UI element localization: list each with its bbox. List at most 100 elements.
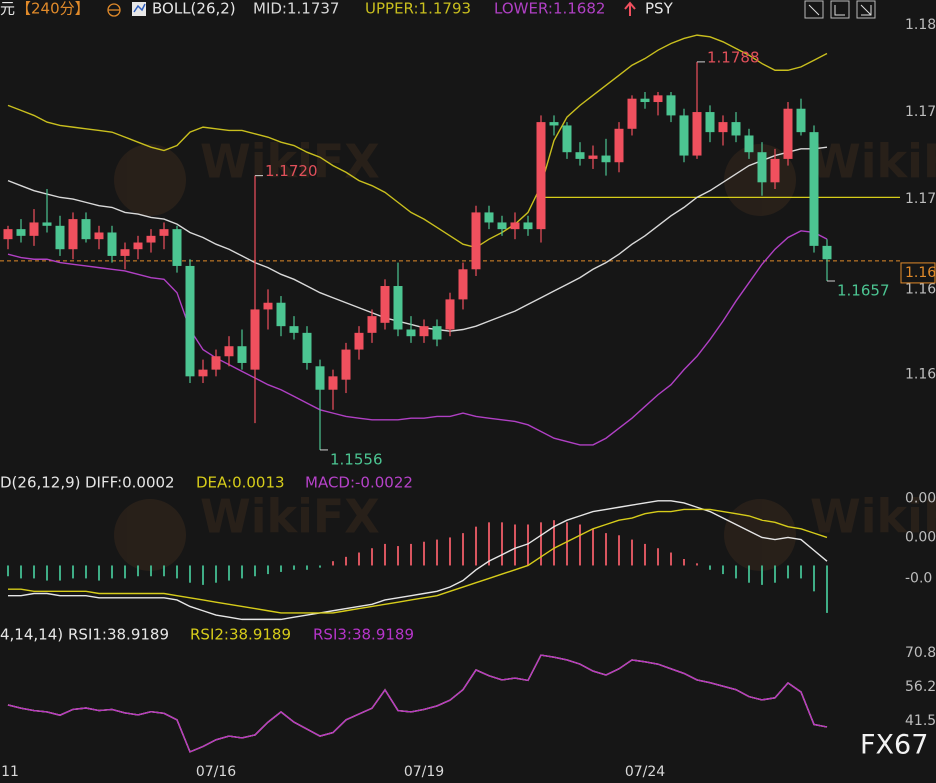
macd-bar <box>761 565 763 585</box>
candle-body <box>458 269 468 300</box>
candle-body <box>107 232 117 256</box>
indicator-line <box>7 146 828 332</box>
macd-bar <box>267 565 269 575</box>
macd-bar <box>384 543 386 566</box>
psy-icon[interactable] <box>624 1 636 16</box>
candle-body <box>3 229 13 240</box>
x-tick-label: 11 <box>1 764 19 780</box>
candle-body <box>653 95 663 103</box>
watermark-logo <box>724 499 796 571</box>
candle-body <box>562 125 572 153</box>
macd-bar <box>657 548 659 566</box>
macd-bar <box>683 559 685 566</box>
annotation: 1.1720 <box>265 162 318 180</box>
macd-bar <box>85 565 87 579</box>
macd-bar <box>7 565 9 577</box>
macd-bar <box>618 535 620 566</box>
y-tick-label: 0.00 <box>905 529 936 545</box>
macd-bar <box>527 524 529 566</box>
candle-body <box>276 302 286 327</box>
macd-bar <box>189 565 191 583</box>
candle-body <box>81 219 91 240</box>
candle-body <box>718 122 728 133</box>
macd-bar <box>423 541 425 566</box>
macd-bar <box>787 565 789 579</box>
x-tick-label: 07/19 <box>404 764 444 780</box>
candle-body <box>679 115 689 156</box>
candle-body <box>575 152 585 159</box>
candle-body <box>783 108 793 159</box>
y-tick-label: 1.17 <box>905 104 936 120</box>
candle-body <box>315 366 325 390</box>
indicator-line <box>7 34 828 249</box>
candle-body <box>172 229 182 266</box>
candle-body <box>16 229 26 236</box>
y-tick-label: 1.18 <box>905 17 936 33</box>
legend-lower: LOWER:1.1682 <box>494 0 605 18</box>
y-tick-label: 41.5 <box>905 713 936 729</box>
macd-bar <box>501 522 503 566</box>
macd-bar <box>605 533 607 566</box>
plot-layer: 1.181.171.171.161.161.161.17881.17201.16… <box>0 17 936 780</box>
candle-body <box>549 122 559 126</box>
macd-bar <box>345 556 347 566</box>
candle-body <box>692 112 702 156</box>
candle-body <box>68 219 78 250</box>
macd-bar <box>72 565 74 579</box>
tool-button[interactable] <box>830 0 850 19</box>
candle-body <box>42 222 52 226</box>
legend-rsi2: RSI2:38.9189 <box>190 626 291 644</box>
candle-body <box>393 286 403 330</box>
candle-body <box>445 299 455 330</box>
macd-bar <box>631 539 633 566</box>
candle-body <box>497 222 507 230</box>
macd-bar <box>670 552 672 566</box>
tool-button[interactable] <box>804 0 824 19</box>
macd-bar <box>163 565 165 577</box>
symbol: 元 <box>0 0 15 18</box>
x-tick-label: 07/16 <box>196 764 236 780</box>
candle-body <box>523 222 533 230</box>
macd-bar <box>735 565 737 579</box>
macd-bar <box>540 522 542 566</box>
header: 元 【240分】 BOLL(26,2) MID:1.1737 UPPER:1.1… <box>0 0 800 19</box>
candle-body <box>471 212 481 270</box>
candle-body <box>484 212 494 223</box>
y-tick-label: 0.00 <box>905 491 936 507</box>
macd-bar <box>59 565 61 581</box>
candle-body <box>419 326 429 337</box>
macd-bar <box>475 526 477 566</box>
macd-bar <box>813 565 815 592</box>
candle-body <box>666 95 676 116</box>
y-tick-label: -0.0 <box>905 570 932 586</box>
watermark-logo <box>114 499 186 571</box>
candle-body <box>29 222 39 236</box>
add-indicator-icon[interactable] <box>107 3 121 17</box>
candle-body <box>432 326 442 340</box>
indicator-name: 4,14,14) <box>0 626 63 644</box>
annotation: 1.1657 <box>837 281 890 299</box>
legend-dea: DEA:0.0013 <box>196 474 285 492</box>
psy-label[interactable]: PSY <box>645 0 674 18</box>
period[interactable]: 【240分】 <box>16 0 90 18</box>
candle-body <box>822 245 832 260</box>
candle-body <box>185 265 195 377</box>
watermark-text: WikiFX <box>200 135 380 189</box>
macd-bar <box>241 565 243 579</box>
candle-body <box>744 135 754 153</box>
macd-bar <box>33 565 35 579</box>
y-tick-label: 1.16 <box>905 281 936 297</box>
indicator-line <box>7 654 828 753</box>
candle-body <box>809 132 819 246</box>
macd-bar <box>553 520 555 566</box>
y-tick-label: 1.16 <box>905 367 936 383</box>
boll-icon[interactable] <box>132 2 146 16</box>
y-tick-label: 1.17 <box>905 191 936 207</box>
tool-button[interactable] <box>856 0 876 19</box>
macd-bar <box>46 565 48 581</box>
candle-body <box>120 249 130 256</box>
annotation: 1.1556 <box>330 450 383 468</box>
macd-bar <box>579 524 581 566</box>
